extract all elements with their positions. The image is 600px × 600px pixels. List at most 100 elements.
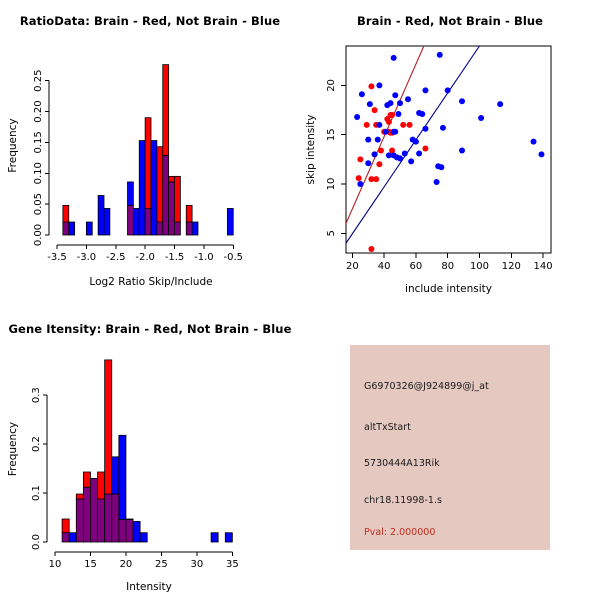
histogram-bar: [144, 117, 152, 209]
fit-line-blue-fit: [346, 46, 480, 244]
scatter-point: [385, 152, 392, 159]
scatter-point: [385, 118, 392, 125]
svg-text:0.10: 0.10: [33, 162, 44, 184]
plot-frame: [345, 45, 552, 254]
svg-text:20: 20: [120, 559, 133, 570]
scatter-point: [397, 100, 404, 107]
histogram-bar: [210, 532, 219, 543]
x-axis-label: Log2 Ratio Skip/Include: [89, 276, 212, 288]
histogram-bar-overlap: [118, 519, 127, 543]
histogram-bar: [226, 208, 234, 236]
svg-text:0.0: 0.0: [31, 534, 42, 550]
ratio-histogram-svg: 0.00 0.05 0.10 0.15 0.20 0.25 -3.5 -3.0 -2.5 -2.0…: [7, 64, 243, 288]
scatter-point: [444, 87, 451, 94]
svg-text:0.2: 0.2: [31, 436, 42, 452]
histogram-bar: [125, 518, 134, 520]
y-axis-label: Frequency: [7, 118, 19, 172]
histogram-bar: [139, 532, 148, 543]
histogram-bar: [97, 195, 105, 236]
scatter-point: [389, 112, 396, 118]
scatter-point: [365, 136, 372, 143]
coordinate-text: chr18.11998-1.s: [364, 495, 442, 506]
histogram-bar: [85, 221, 93, 236]
scatter-point: [368, 176, 375, 183]
scatter-point: [406, 121, 413, 128]
svg-text:-2.5: -2.5: [106, 252, 126, 263]
fit-line-red-fit: [346, 46, 425, 224]
scatter-point: [497, 101, 504, 108]
svg-text:-2.0: -2.0: [135, 252, 155, 263]
scatter-point: [538, 151, 545, 158]
svg-text:0.1: 0.1: [31, 485, 42, 501]
scatter-point: [390, 54, 397, 61]
scatter-point: [358, 91, 365, 98]
ratio-histogram-bars: [62, 64, 234, 236]
scatter-point: [439, 124, 446, 131]
ratio-histogram-title: RatioData: Brain - Red, Not Brain - Blue: [19, 14, 281, 28]
svg-text:10: 10: [326, 178, 337, 191]
histogram-bar-overlap: [75, 498, 84, 543]
scatter-axes: 5 10 15 20 20 40 60 80 100 120 140 include intensit…: [305, 79, 553, 295]
scatter-point: [397, 155, 404, 162]
gene-intensity-svg: 0.0 0.1 0.2 0.3 10 15 20 25 30 35 Intensity Frequen…: [7, 359, 239, 593]
scatter-point: [363, 121, 370, 128]
svg-text:35: 35: [226, 559, 239, 570]
histogram-bar: [138, 140, 146, 236]
scatter-point: [366, 101, 373, 108]
histogram-bar: [103, 208, 111, 236]
svg-text:-1.5: -1.5: [165, 252, 185, 263]
gene-intensity-bars: [61, 359, 233, 543]
scatter-point: [354, 113, 361, 120]
scatter-point: [368, 83, 375, 90]
scatter-point: [412, 138, 419, 145]
scatter-point: [459, 98, 466, 105]
scatter-point: [389, 147, 396, 154]
gene-intensity-panel: Gene Itensity: Brain - Red, Not Brain - …: [0, 300, 300, 600]
scatter-point: [355, 175, 362, 182]
histogram-bar: [111, 456, 120, 495]
scatter-point: [357, 156, 364, 163]
event-type-text: altTxStart: [364, 422, 411, 433]
scatter-point: [376, 121, 383, 128]
scatter-point: [400, 121, 407, 128]
x-axis-label: include intensity: [405, 283, 492, 295]
scatter-point: [387, 100, 394, 107]
histogram-bar: [156, 146, 164, 223]
svg-text:0.3: 0.3: [31, 387, 42, 403]
histogram-bar-overlap: [111, 493, 120, 543]
scatter-point: [438, 164, 445, 171]
histogram-bar: [127, 181, 134, 206]
scatter-title: Brain - Red, Not Brain - Blue: [356, 14, 544, 28]
histogram-bar-overlap: [90, 477, 98, 543]
svg-text:20: 20: [326, 79, 337, 92]
histogram-bar-overlap: [162, 154, 170, 236]
histogram-bar: [62, 204, 70, 223]
histogram-bar-overlap: [82, 486, 91, 543]
scatter-point: [422, 145, 429, 152]
scatter-point: [416, 150, 423, 157]
pval-text: Pval: 2.000000: [364, 527, 436, 538]
histogram-bar: [191, 221, 199, 236]
svg-text:-3.5: -3.5: [47, 252, 67, 263]
scatter-point: [530, 138, 537, 145]
scatter-point: [376, 82, 383, 89]
histogram-bar-overlap: [174, 221, 181, 236]
svg-text:140: 140: [534, 261, 553, 272]
gene-info-box: G6970326@J924899@j_at altTxStart 5730444…: [350, 345, 550, 550]
histogram-bar-overlap: [97, 498, 106, 543]
histogram-bar-overlap: [144, 208, 152, 236]
histogram-bar: [168, 175, 175, 183]
scatter-point: [478, 114, 485, 121]
histogram-bar: [82, 471, 91, 488]
histogram-bar: [68, 532, 77, 543]
histogram-bar-overlap: [62, 221, 70, 236]
svg-text:0.15: 0.15: [33, 131, 44, 153]
scatter-point: [436, 51, 443, 58]
svg-text:10: 10: [49, 559, 62, 570]
svg-text:15: 15: [326, 128, 337, 141]
histogram-bar: [150, 140, 158, 236]
scatter-point: [392, 128, 399, 135]
scatter-point: [392, 92, 399, 99]
svg-text:20: 20: [346, 261, 359, 272]
